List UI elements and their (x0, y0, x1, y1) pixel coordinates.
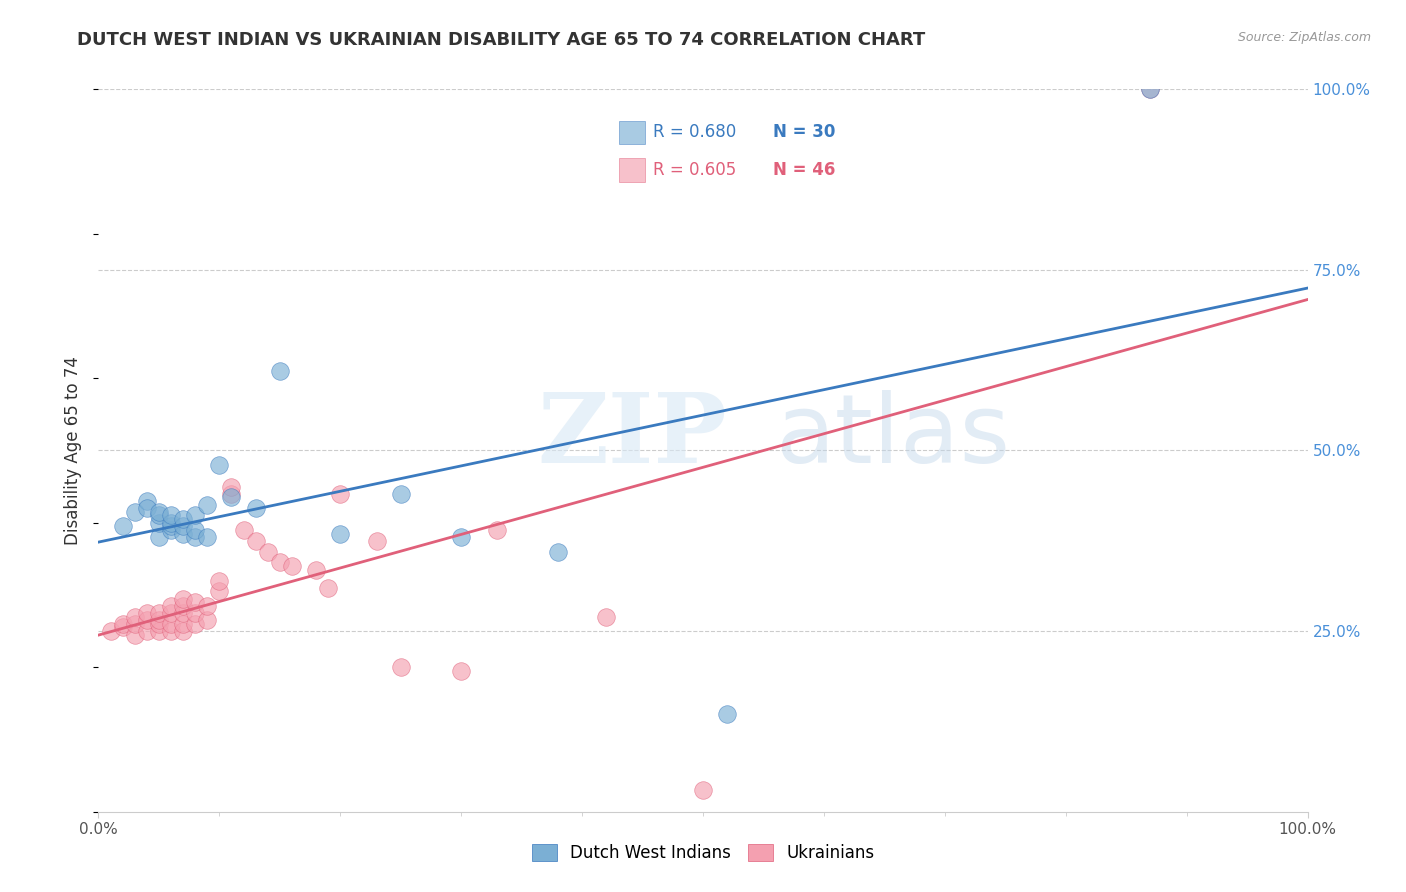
Point (450, 664, 472, 678)
FancyBboxPatch shape (620, 120, 645, 145)
Point (366, 533, 388, 548)
Point (160, 523, 183, 537)
Point (195, 498, 218, 512)
Y-axis label: Disability Age 65 to 74: Disability Age 65 to 74 (65, 356, 83, 545)
Point (595, 609, 617, 624)
Point (124, 616, 146, 631)
Text: atlas: atlas (776, 390, 1011, 483)
Legend: Dutch West Indians, Ukrainians: Dutch West Indians, Ukrainians (526, 837, 880, 869)
Point (111, 616, 134, 631)
Point (329, 487, 352, 501)
Point (148, 616, 170, 631)
Point (184, 523, 207, 537)
Point (172, 606, 194, 620)
Point (389, 660, 412, 674)
Point (100, 624, 122, 639)
Point (124, 505, 146, 519)
Point (160, 599, 183, 613)
Point (221, 491, 243, 505)
Point (221, 480, 243, 494)
Point (1139, 82, 1161, 96)
Point (269, 364, 291, 378)
Point (124, 609, 146, 624)
Point (450, 530, 472, 544)
Point (172, 599, 194, 613)
Point (172, 519, 194, 533)
Point (716, 707, 738, 722)
Text: DUTCH WEST INDIAN VS UKRAINIAN DISABILITY AGE 65 TO 74 CORRELATION CHART: DUTCH WEST INDIAN VS UKRAINIAN DISABILIT… (77, 31, 925, 49)
Point (195, 613, 218, 627)
Text: R = 0.680: R = 0.680 (654, 123, 737, 142)
Point (111, 620, 134, 634)
Point (172, 616, 194, 631)
Point (208, 458, 231, 472)
Point (148, 530, 170, 544)
Point (316, 581, 339, 595)
Point (172, 512, 194, 526)
Text: N = 46: N = 46 (773, 161, 835, 178)
Point (124, 628, 146, 642)
Point (245, 501, 267, 516)
Point (208, 574, 231, 588)
Point (148, 508, 170, 523)
Point (135, 501, 157, 516)
Point (256, 544, 278, 558)
Point (135, 613, 157, 627)
Point (245, 533, 267, 548)
Point (692, 783, 714, 797)
Text: Source: ZipAtlas.com: Source: ZipAtlas.com (1237, 31, 1371, 45)
Point (486, 523, 509, 537)
Point (160, 616, 183, 631)
Point (221, 487, 243, 501)
Point (195, 599, 218, 613)
Point (160, 508, 183, 523)
Point (184, 616, 207, 631)
Point (148, 606, 170, 620)
Point (195, 530, 218, 544)
FancyBboxPatch shape (620, 158, 645, 182)
Point (160, 606, 183, 620)
Point (329, 526, 352, 541)
Point (160, 519, 183, 533)
Point (160, 516, 183, 530)
Point (148, 613, 170, 627)
Point (111, 519, 134, 533)
Point (172, 591, 194, 606)
Point (269, 556, 291, 570)
Point (172, 526, 194, 541)
Point (135, 606, 157, 620)
Point (135, 624, 157, 639)
Point (184, 508, 207, 523)
Point (184, 595, 207, 609)
Text: R = 0.605: R = 0.605 (654, 161, 737, 178)
Point (148, 505, 170, 519)
Point (547, 544, 569, 558)
Point (208, 584, 231, 599)
Point (148, 624, 170, 639)
Point (281, 559, 304, 574)
Point (184, 606, 207, 620)
Point (135, 494, 157, 508)
Point (305, 563, 328, 577)
Point (160, 624, 183, 639)
Point (148, 516, 170, 530)
Point (172, 624, 194, 639)
Point (389, 487, 412, 501)
Point (232, 523, 254, 537)
Text: ZIP: ZIP (537, 389, 727, 483)
Point (184, 530, 207, 544)
Text: N = 30: N = 30 (773, 123, 835, 142)
Point (1139, 82, 1161, 96)
